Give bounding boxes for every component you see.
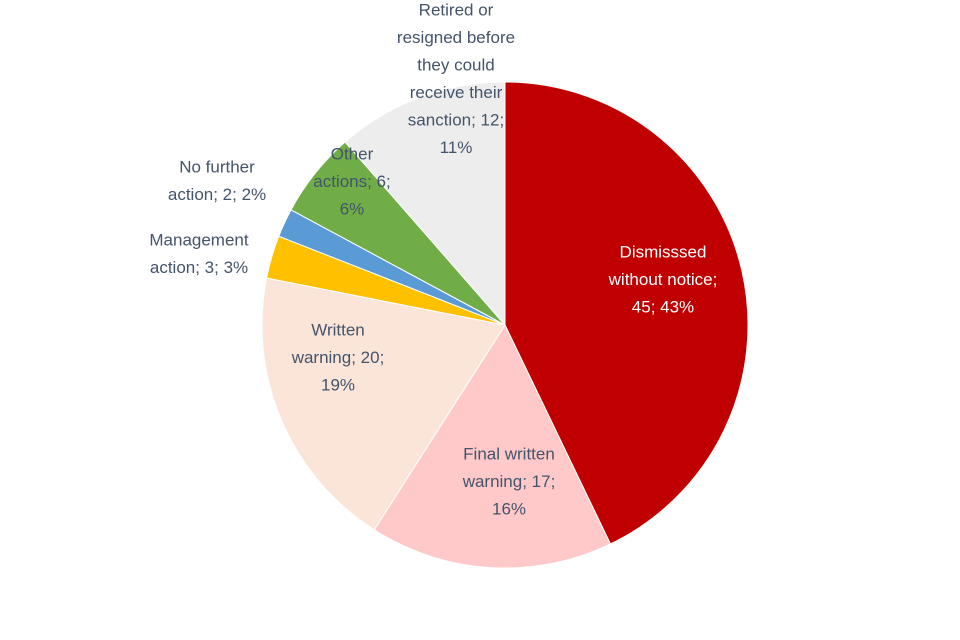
data-label-other-actions: Other actions; 6; 6% — [313, 145, 391, 219]
data-label-line: No further — [179, 157, 255, 176]
data-label-retired-or-resigned-before-they-could-receive-their-sanction: Retired or resigned before they could recei… — [397, 0, 515, 157]
data-label-line: resigned before — [397, 28, 515, 47]
data-label-written-warning: Written warning; 20; 19% — [291, 321, 385, 395]
data-label-line: 16% — [492, 500, 526, 519]
data-label-line: Written — [311, 321, 365, 340]
data-label-line: Management — [149, 230, 249, 249]
pie-slice-final-written-warning — [373, 323, 612, 569]
data-label-line: action; 2; 2% — [168, 185, 266, 204]
data-label-line: 6% — [340, 200, 365, 219]
data-label-final-written-warning: Final written warning; 17; 16% — [462, 445, 556, 519]
pie-slice-retired-or-resigned-before-they-could-receive-their-sanction — [344, 81, 506, 327]
data-label-line: Retired or — [419, 0, 494, 19]
pie-slice-dismisssed-without-notice — [504, 81, 749, 545]
pie-labels: Dismisssed without notice; 45; 43% Final wr… — [149, 0, 717, 518]
pie-slices — [261, 81, 749, 569]
data-label-line: 11% — [440, 138, 473, 157]
data-label-line: they could — [417, 55, 495, 74]
data-label-line: 19% — [321, 376, 355, 395]
data-label-line: Final written — [463, 445, 555, 464]
data-label-line: receive their — [410, 83, 503, 102]
data-label-no-further-action: No further action; 2; 2% — [168, 157, 266, 204]
data-label-line: without notice; — [608, 270, 718, 289]
data-label-line: Other — [331, 145, 374, 164]
data-label-line: actions; 6; — [313, 172, 391, 191]
data-label-dismisssed-without-notice: Dismisssed without notice; 45; 43% — [608, 243, 718, 317]
data-label-line: action; 3; 3% — [150, 258, 248, 277]
data-label-line: Dismisssed — [620, 243, 707, 262]
data-label-line: warning; 20; — [291, 348, 385, 367]
data-label-line: warning; 17; — [462, 472, 556, 491]
pie-slice-written-warning — [261, 277, 506, 531]
data-label-line: 45; 43% — [632, 298, 694, 317]
data-label-management-action: Management action; 3; 3% — [149, 230, 249, 276]
data-label-line: sanction; 12; — [408, 110, 504, 129]
